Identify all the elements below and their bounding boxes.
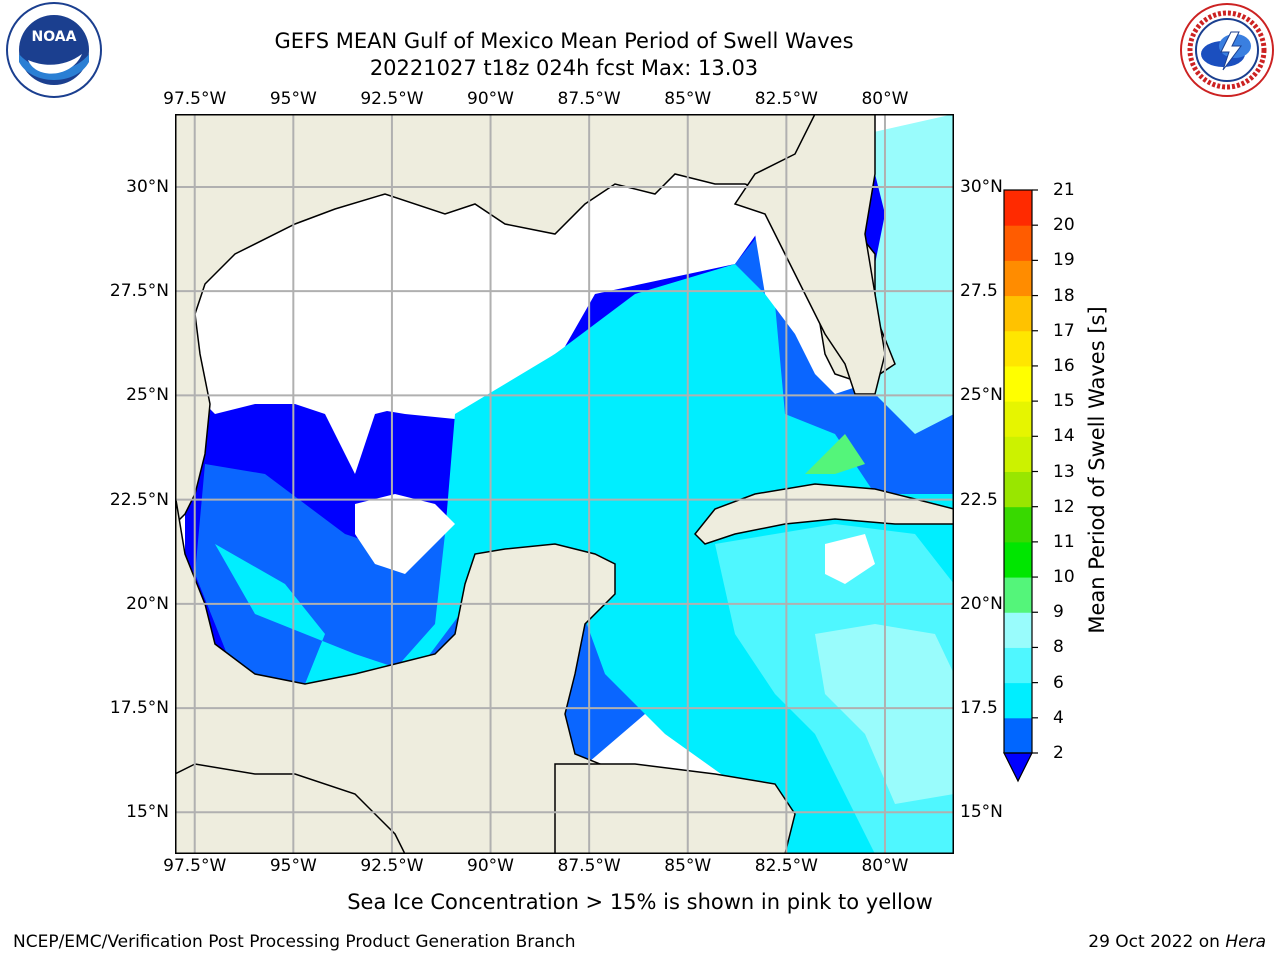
chart-title-line2: 20221027 t18z 024h fcst Max: 13.03 [369,56,759,80]
lon-tick-label: 82.5°W [754,89,818,109]
colorbar-tick-label: 14 [1053,426,1075,447]
map-panel [175,114,954,854]
colorbar-tick-label: 10 [1053,567,1075,588]
colorbar-segment [1004,717,1032,754]
colorbar-tick-label: 9 [1053,602,1064,623]
colorbar-tick-label: 20 [1053,215,1075,236]
lat-tick-label-left: 20°N [126,593,169,614]
lat-tick-label-left: 22.5°N [109,489,169,510]
land-us-texas-louisiana [175,114,954,526]
lat-tick-label-left: 27.5°N [109,281,169,302]
colorbar-segment [1004,190,1032,226]
colorbar-segment [1004,471,1032,508]
colorbar-tick-label: 16 [1053,355,1075,376]
colorbar-segment [1004,225,1032,261]
colorbar-segment [1004,647,1032,684]
colorbar-tick-label: 2 [1053,743,1064,763]
colorbar-segment [1004,541,1032,578]
colorbar-segment [1004,436,1032,472]
lat-tick-label-right: 30°N [960,176,1003,197]
colorbar-tick-label: 21 [1053,180,1075,200]
lon-tick-label: 87.5°W [557,856,621,876]
colorbar-tick-label: 8 [1053,637,1064,658]
colorbar-segment [1004,330,1032,367]
colorbar-segment [1004,365,1032,402]
nws-logo [1180,3,1274,97]
lon-tick-label: 95°W [269,856,317,876]
colorbar-tick-label: 12 [1053,496,1075,517]
lon-tick-label: 87.5°W [557,89,621,109]
colorbar-tick-label: 19 [1053,250,1075,271]
map-gridlines [175,114,954,854]
lat-tick-label-left: 25°N [126,385,169,406]
swell-field-green [805,434,865,474]
lon-tick-label: 85°W [664,89,712,109]
colorbar-tick-label: 11 [1053,531,1075,552]
lat-tick-label-right: 25°N [960,385,1003,406]
lon-tick-label: 95°W [269,89,317,109]
lon-tick-label: 92.5°W [360,89,424,109]
nodata-northwest-gulf [195,204,555,474]
colorbar-segment [1004,260,1032,297]
svg-text:NOAA: NOAA [32,29,77,45]
lon-tick-label: 82.5°W [754,856,818,876]
land-honduras-coast [554,763,796,854]
lat-tick-label-right: 20°N [960,593,1003,614]
colorbar-segment [1004,401,1032,437]
land-florida [733,114,886,395]
colorbar-segment [1004,682,1032,719]
footer-branch: NCEP/EMC/Verification Post Processing Pr… [13,932,576,952]
lat-tick-label-left: 15°N [126,802,169,823]
swell-field-pale-cyan [865,114,954,434]
colorbar [1003,189,1038,783]
nodata-caribbean-patch [825,534,875,584]
lon-tick-label: 80°W [861,856,909,876]
colorbar-segment [1004,612,1032,648]
footer-date: 29 Oct 2022 on Hera [1088,932,1266,952]
lat-tick-label-right: 17.5 [960,698,998,719]
lon-tick-label: 97.5°W [163,89,227,109]
lon-tick-label: 80°W [861,89,909,109]
colorbar-label: Mean Period of Swell Waves [s] [1085,306,1109,634]
colorbar-segment [1004,295,1032,332]
lon-tick-label: 90°W [467,856,515,876]
lon-tick-label: 92.5°W [360,856,424,876]
lon-tick-label: 97.5°W [163,856,227,876]
footer-host: Hera [1225,932,1266,952]
lat-tick-label-left: 30°N [126,176,169,197]
lat-tick-label-right: 22.5 [960,489,998,510]
colorbar-segment [1004,577,1032,613]
land-central-america-bottom [175,763,406,854]
lat-tick-label-left: 17.5°N [109,698,169,719]
noaa-logo: NOAA [6,2,102,98]
map-frame [175,114,954,854]
colorbar-tick-label: 18 [1053,285,1075,306]
lat-tick-label-right: 27.5 [960,281,998,302]
footer-date-text: 29 Oct 2022 on [1088,932,1220,952]
colorbar-tick-label: 15 [1053,391,1075,412]
sea-ice-note: Sea Ice Concentration > 15% is shown in … [347,890,933,914]
chart-title-line1: GEFS MEAN Gulf of Mexico Mean Period of … [274,29,854,53]
colorbar-tick-label: 17 [1053,320,1075,341]
lon-tick-label: 85°W [664,856,712,876]
colorbar-tick-label: 13 [1053,461,1075,482]
colorbar-tick-label: 6 [1053,672,1064,693]
lon-tick-label: 90°W [467,89,515,109]
colorbar-tick-label: 4 [1053,707,1064,728]
nodata-bay-of-campeche [355,494,455,574]
colorbar-extend-triangle [1003,752,1033,783]
colorbar-segment [1004,506,1032,543]
lat-tick-label-right: 15°N [960,802,1003,823]
